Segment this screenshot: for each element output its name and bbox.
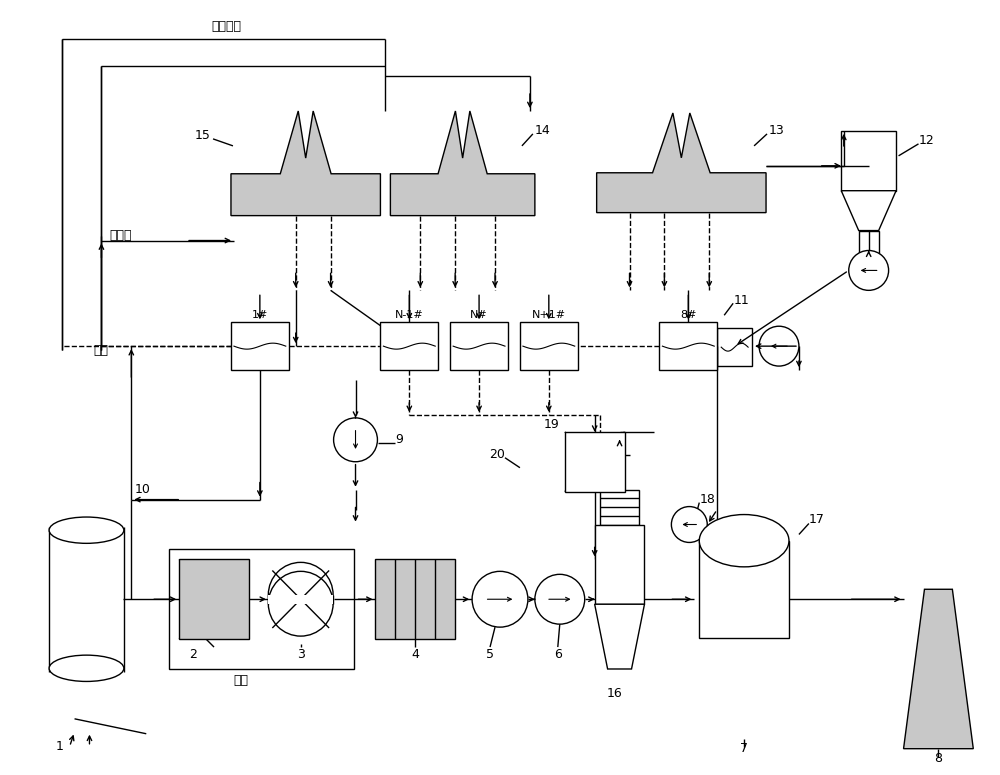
Circle shape (849, 250, 889, 291)
Text: N+1#: N+1# (532, 310, 566, 320)
Bar (231, 322, 289, 370)
Circle shape (268, 571, 333, 636)
Bar (268, 594, 333, 604)
Text: 14: 14 (535, 125, 551, 137)
Polygon shape (390, 111, 535, 215)
Text: 5: 5 (486, 648, 494, 660)
Circle shape (472, 571, 528, 627)
Bar (699, 541, 789, 638)
Text: 16: 16 (607, 687, 622, 701)
Text: 2: 2 (189, 648, 197, 660)
Bar (859, 231, 879, 254)
Text: 1: 1 (56, 740, 64, 753)
Text: 4: 4 (411, 648, 419, 660)
Ellipse shape (49, 655, 124, 681)
Text: 再热蕊汽: 再热蕊汽 (211, 20, 241, 33)
Bar (659, 322, 717, 370)
Bar (841, 131, 896, 191)
Text: 12: 12 (918, 134, 934, 147)
Text: 6: 6 (554, 648, 562, 660)
Polygon shape (841, 191, 896, 231)
Bar (49, 527, 124, 672)
Text: 7: 7 (740, 742, 748, 755)
Text: 新蕊汽: 新蕊汽 (109, 229, 132, 242)
Text: 17: 17 (809, 513, 825, 526)
Text: 3: 3 (297, 648, 305, 660)
Polygon shape (904, 589, 973, 749)
Text: 15: 15 (195, 129, 211, 143)
Polygon shape (595, 604, 644, 669)
Circle shape (535, 574, 585, 624)
Text: 8: 8 (934, 753, 942, 765)
Text: 20: 20 (489, 448, 505, 461)
Text: 19: 19 (544, 418, 560, 432)
Ellipse shape (49, 517, 124, 543)
Bar (600, 490, 639, 525)
Bar (520, 322, 578, 370)
Circle shape (759, 326, 799, 366)
Bar (565, 432, 625, 491)
Circle shape (268, 563, 333, 627)
Circle shape (671, 507, 707, 542)
Text: 10: 10 (134, 483, 150, 496)
Bar (169, 549, 354, 669)
Text: N#: N# (470, 310, 488, 320)
Polygon shape (231, 111, 380, 215)
Bar (375, 560, 455, 639)
Text: 9: 9 (395, 433, 403, 446)
Bar (268, 594, 333, 604)
Bar (380, 322, 438, 370)
Bar (595, 525, 644, 604)
Text: 给水: 给水 (93, 343, 108, 356)
Text: 1#: 1# (252, 310, 268, 320)
Text: 13: 13 (769, 125, 785, 137)
Bar (179, 560, 249, 639)
Bar (450, 322, 508, 370)
Circle shape (334, 418, 377, 462)
Bar (717, 329, 752, 366)
Ellipse shape (699, 515, 789, 567)
Text: 11: 11 (734, 294, 750, 307)
Text: N-1#: N-1# (395, 310, 424, 320)
Text: 18: 18 (699, 493, 715, 506)
Polygon shape (597, 113, 766, 212)
Text: 空气: 空气 (233, 674, 248, 687)
Text: 8#: 8# (680, 310, 697, 320)
